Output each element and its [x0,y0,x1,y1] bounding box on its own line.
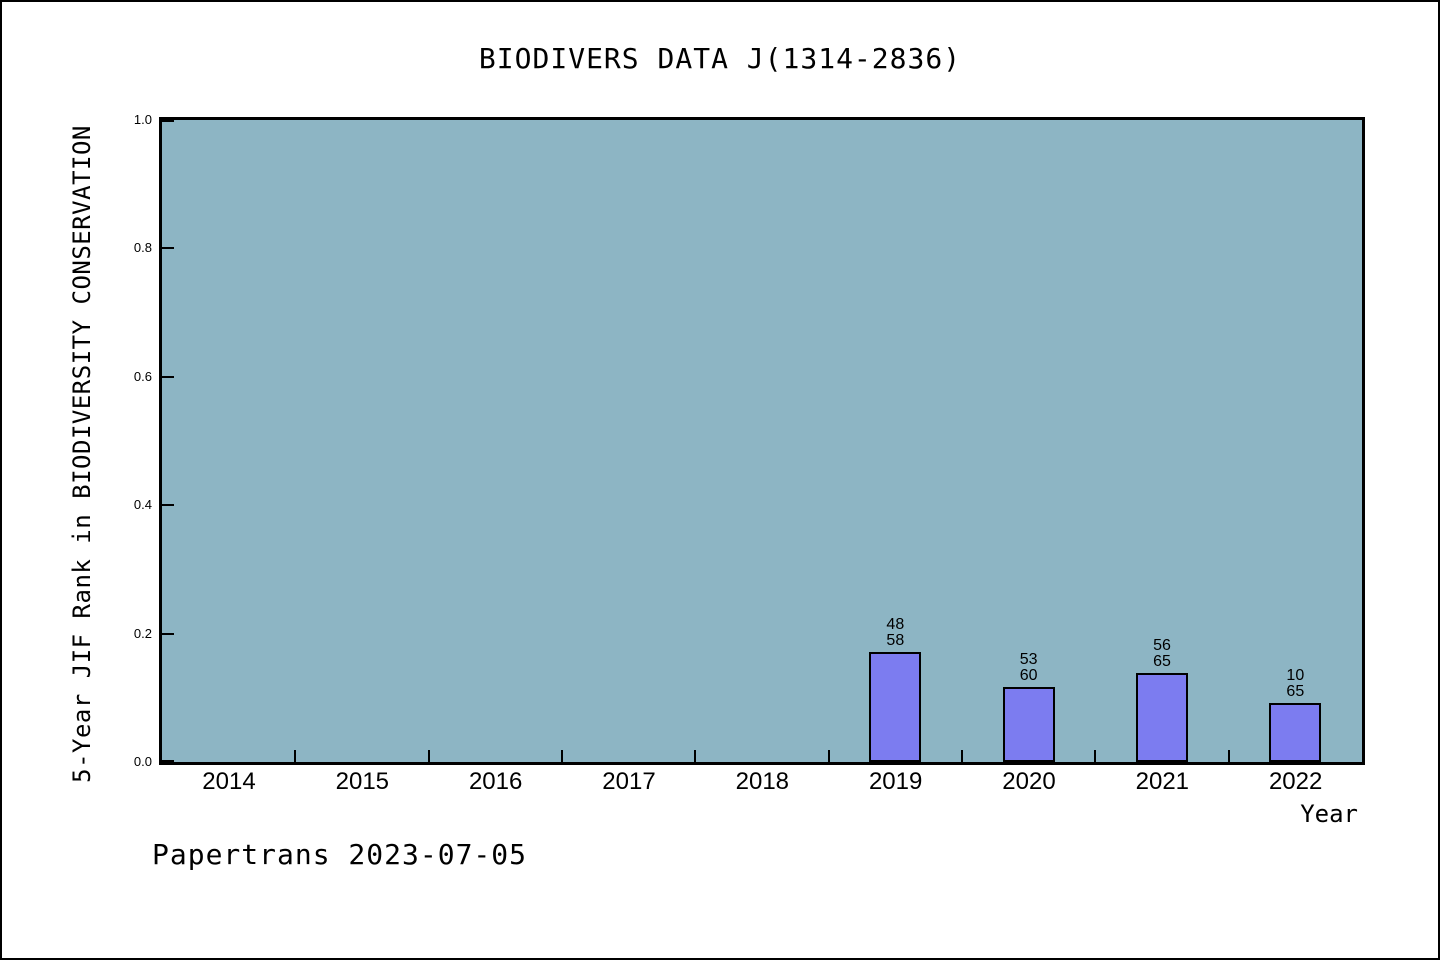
x-tick-label: 2015 [335,768,390,795]
x-tick-label: 2016 [468,768,523,795]
x-tick-mark [827,750,830,762]
y-tick-label: 0.2 [133,625,152,641]
bar-label-2019: 48 58 [855,615,935,649]
x-axis-title: Year [1300,800,1358,828]
bar-label-line: 65 [1153,652,1171,670]
x-tick-mark [294,750,297,762]
y-axis-label: 5-Year JIF Rank in BIODIVERSITY CONSERVA… [68,125,96,783]
x-tick-mark [961,750,963,762]
x-tick-label: 2021 [1135,768,1190,795]
y-tick-mark [162,632,174,635]
bar-label-2020: 53 60 [989,650,1069,684]
y-tick-mark [162,375,174,378]
x-tick-mark [694,750,697,762]
bar-2022 [1269,702,1322,762]
y-tick-label: 0.0 [133,754,152,769]
x-tick-mark [561,750,563,762]
bar-label-2022: 10 65 [1255,666,1335,700]
y-tick-mark [162,760,174,762]
x-tick-mark [427,750,430,762]
x-tick-label: 2017 [602,768,656,795]
y-tick-label: 0.6 [133,368,152,384]
x-tick-label: 2018 [735,768,790,795]
bar-label-2021: 56 65 [1122,636,1202,670]
bar-label-line: 56 [1153,636,1171,654]
bar-label-line: 53 [1019,650,1038,668]
y-tick-label: 0.8 [133,240,152,256]
y-tick-label: 0.4 [133,497,152,513]
x-tick-label: 2020 [1002,768,1056,795]
x-tick-mark [1227,750,1230,762]
bar-2019 [869,651,922,762]
y-tick-label: 1.0 [133,112,152,127]
x-tick-label: 2014 [202,768,256,795]
bar-2021 [1136,672,1188,762]
plot-area: 48 58 53 60 56 65 10 65 [159,117,1365,765]
bar-label-line: 60 [1019,666,1038,684]
bar-label-line: 10 [1286,666,1305,684]
x-tick-mark [1094,750,1097,762]
bar-label-line: 48 [886,615,905,633]
x-tick-label: 2022 [1268,768,1323,795]
x-tick-label: 2019 [868,768,923,795]
bar-2020 [1002,686,1055,762]
y-tick-mark [162,247,174,250]
chart-title: BIODIVERS DATA J(1314-2836) [478,42,962,75]
footer-text: Papertrans 2023-07-05 [152,838,528,871]
y-tick-mark [162,120,174,122]
y-tick-mark [162,504,174,507]
bar-label-line: 58 [886,631,905,649]
bar-label-line: 65 [1286,682,1305,700]
